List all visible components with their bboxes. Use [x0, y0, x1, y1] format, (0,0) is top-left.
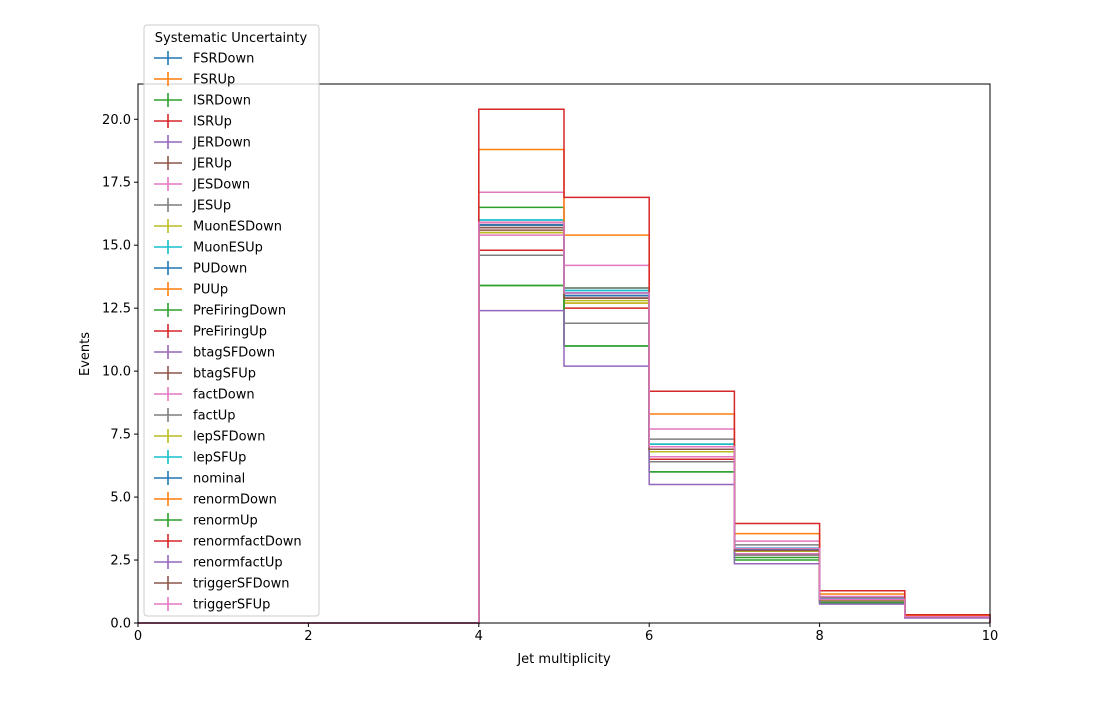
- legend-item-PUDown: PUDown: [154, 261, 247, 277]
- legend-label: triggerSFUp: [193, 598, 270, 613]
- legend: Systematic Uncertainty FSRDown FSRUp ISRDo…: [143, 24, 320, 617]
- legend-label: MuonESDown: [193, 220, 282, 235]
- legend-label: MuonESUp: [193, 241, 263, 256]
- legend-item-renormfactUp: renormfactUp: [154, 555, 283, 571]
- legend-item-JESUp: JESUp: [154, 198, 231, 214]
- x-ticks: 0 2 4 6 8 10: [134, 623, 998, 644]
- y-tick-label: 5.0: [110, 491, 131, 506]
- legend-label: JERDown: [192, 136, 251, 151]
- y-tick-label: 7.5: [110, 428, 131, 443]
- legend-item-triggerSFUp: triggerSFUp: [154, 597, 270, 613]
- axes-frame: [137, 83, 991, 624]
- legend-label: PUDown: [193, 262, 247, 277]
- legend-label: ISRDown: [193, 94, 251, 109]
- legend-label: lepSFDown: [193, 430, 265, 445]
- legend-label: JESUp: [192, 199, 231, 214]
- y-tick-label: 20.0: [102, 113, 131, 128]
- legend-label: factUp: [193, 409, 236, 424]
- legend-label: btagSFDown: [193, 346, 275, 361]
- legend-label: FSRDown: [193, 52, 254, 67]
- legend-item-lepSFDown: lepSFDown: [154, 429, 265, 445]
- legend-item-MuonESUp: MuonESUp: [154, 240, 263, 256]
- legend-label: renormfactUp: [193, 556, 283, 571]
- legend-item-MuonESDown: MuonESDown: [154, 219, 282, 235]
- x-tick-label: 4: [475, 629, 483, 644]
- y-tick-label: 17.5: [102, 176, 131, 191]
- legend-item-JERDown: JERDown: [154, 135, 251, 151]
- legend-item-FSRDown: FSRDown: [154, 51, 254, 67]
- legend-item-triggerSFDown: triggerSFDown: [154, 576, 289, 592]
- legend-item-renormDown: renormDown: [154, 492, 277, 508]
- legend-label: triggerSFDown: [193, 577, 289, 592]
- legend-label: lepSFUp: [193, 451, 246, 466]
- legend-label: PreFiringDown: [193, 304, 286, 319]
- legend-item-ISRUp: ISRUp: [154, 114, 232, 130]
- y-tick-label: 15.0: [102, 239, 131, 254]
- legend-item-factDown: factDown: [154, 387, 255, 403]
- legend-item-JERUp: JERUp: [154, 156, 232, 172]
- legend-label: renormUp: [193, 514, 258, 529]
- y-tick-label: 12.5: [102, 302, 131, 317]
- y-tick-label: 10.0: [102, 365, 131, 380]
- legend-label: JESDown: [192, 178, 250, 193]
- legend-item-renormUp: renormUp: [154, 513, 258, 529]
- legend-item-factUp: factUp: [154, 408, 236, 424]
- legend-label: PUUp: [193, 283, 228, 298]
- x-axis-label: Jet multiplicity: [516, 652, 611, 667]
- legend-item-PUUp: PUUp: [154, 282, 228, 298]
- legend-label: btagSFUp: [193, 367, 256, 382]
- y-tick-label: 2.5: [110, 554, 131, 569]
- legend-label: PreFiringUp: [193, 325, 267, 340]
- y-tick-label: 0.0: [110, 617, 131, 632]
- legend-item-ISRDown: ISRDown: [154, 93, 251, 109]
- legend-item-nominal: nominal: [154, 471, 245, 487]
- x-tick-label: 8: [815, 629, 823, 644]
- legend-item-FSRUp: FSRUp: [154, 72, 235, 88]
- x-tick-label: 6: [645, 629, 653, 644]
- legend-label: ISRUp: [193, 115, 232, 130]
- y-axis-label: Events: [78, 332, 93, 376]
- legend-item-btagSFDown: btagSFDown: [154, 345, 275, 361]
- legend-item-btagSFUp: btagSFUp: [154, 366, 256, 382]
- legend-title: Systematic Uncertainty: [155, 31, 308, 46]
- legend-item-JESDown: JESDown: [154, 177, 250, 193]
- legend-label: FSRUp: [193, 73, 235, 88]
- legend-label: JERUp: [192, 157, 232, 172]
- legend-label: factDown: [193, 388, 255, 403]
- legend-box: [143, 24, 320, 617]
- y-ticks: 0.0 2.5 5.0 7.5 10.0 12.5 15.0 17.5 20.0: [102, 113, 138, 632]
- legend-item-PreFiringUp: PreFiringUp: [154, 324, 267, 340]
- legend-item-PreFiringDown: PreFiringDown: [154, 303, 286, 319]
- legend-item-renormfactDown: renormfactDown: [154, 534, 302, 550]
- x-tick-label: 2: [304, 629, 312, 644]
- legend-label: renormfactDown: [193, 535, 302, 550]
- x-tick-label: 10: [982, 629, 999, 644]
- legend-label: nominal: [193, 472, 245, 487]
- legend-label: renormDown: [193, 493, 277, 508]
- x-tick-label: 0: [134, 629, 142, 644]
- legend-item-lepSFUp: lepSFUp: [154, 450, 246, 466]
